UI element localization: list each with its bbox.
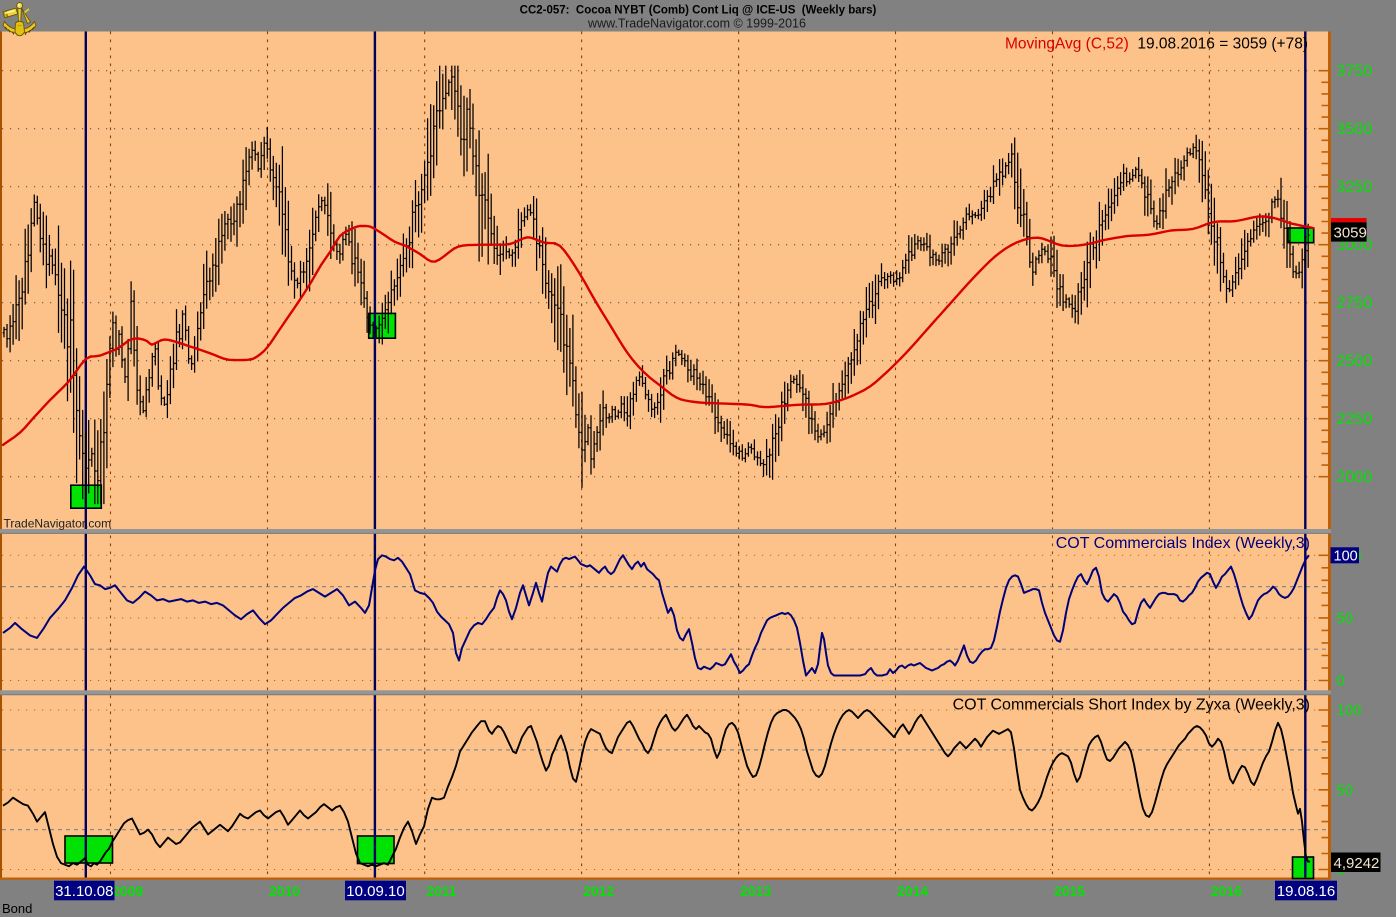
- svg-text:www.TradeNavigator.com © 1999-: www.TradeNavigator.com © 1999-2016: [587, 17, 806, 31]
- svg-text:19.08.16: 19.08.16: [1277, 883, 1335, 900]
- svg-text:3059: 3059: [1334, 225, 1367, 242]
- svg-text:COT Commercials Short Index by: COT Commercials Short Index by Zyxa (Wee…: [953, 697, 1310, 714]
- svg-text:2500: 2500: [1337, 353, 1373, 370]
- svg-text:2000: 2000: [1337, 469, 1373, 486]
- svg-text:2016: 2016: [1211, 883, 1242, 899]
- svg-text:2250: 2250: [1337, 411, 1373, 428]
- svg-text:Bond: Bond: [2, 901, 32, 916]
- svg-text:4,9242: 4,9242: [1334, 855, 1380, 872]
- svg-text:50: 50: [1337, 782, 1354, 799]
- svg-text:3750: 3750: [1337, 63, 1373, 80]
- svg-text:MovingAvg (C,52) 19.08.2016 =: MovingAvg (C,52) 19.08.2016 = 3059 (+78): [1005, 36, 1308, 53]
- svg-text:2010: 2010: [269, 883, 300, 899]
- svg-text:50: 50: [1337, 610, 1354, 627]
- svg-text:100: 100: [1334, 549, 1358, 565]
- svg-text:3500: 3500: [1337, 121, 1373, 138]
- svg-text:2015: 2015: [1054, 883, 1085, 899]
- svg-text:3250: 3250: [1337, 179, 1373, 196]
- svg-text:2014: 2014: [897, 883, 928, 899]
- svg-text:100: 100: [1337, 702, 1362, 719]
- svg-text:2009: 2009: [112, 883, 143, 899]
- svg-text:COT Commercials Index (Weekly,: COT Commercials Index (Weekly,3): [1056, 535, 1310, 552]
- svg-text:CC2-057: Cocoa NYBT (Comb) Co: CC2-057: Cocoa NYBT (Comb) Cont Liq @ IC…: [520, 5, 877, 17]
- svg-text:31.10.08: 31.10.08: [55, 883, 113, 900]
- svg-text:2012: 2012: [583, 883, 614, 899]
- svg-text:10.09.10: 10.09.10: [346, 883, 404, 900]
- svg-text:2750: 2750: [1337, 295, 1373, 312]
- svg-text:0: 0: [1337, 673, 1345, 690]
- svg-text:2011: 2011: [426, 883, 457, 899]
- svg-text:TradeNavigator.com: TradeNavigator.com: [4, 517, 112, 531]
- svg-text:2013: 2013: [740, 883, 771, 899]
